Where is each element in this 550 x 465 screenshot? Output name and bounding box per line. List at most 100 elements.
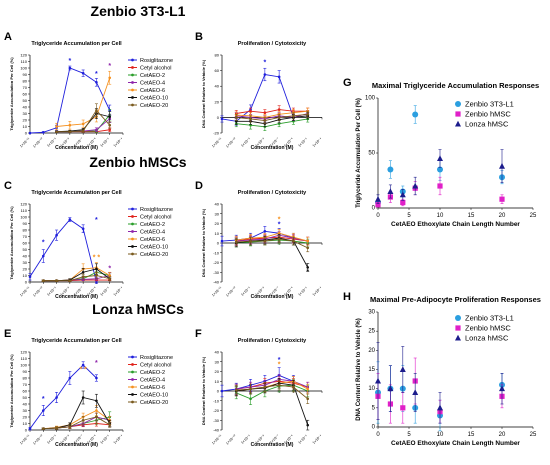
significance-marker: * (263, 59, 266, 66)
legend-label: Lonza hMSC (465, 120, 509, 129)
chart-d: Proliferation / Cytotoxicity -40 -30 -20 -10… (201, 190, 323, 300)
data-point (292, 385, 295, 389)
x-tick-label: 25 (530, 213, 537, 219)
y-tick-label: 70 (23, 85, 28, 90)
x-tick-label: 1×10⁻¹⁰ (225, 285, 237, 297)
x-tick-label: 1×10⁻⁷ (269, 433, 280, 444)
x-axis-label: Concentration (M) (55, 294, 98, 300)
data-point (399, 191, 406, 198)
significance-marker: * (278, 362, 281, 369)
data-point (437, 155, 443, 161)
x-tick-label: 1×10⁻¹¹ (19, 285, 31, 297)
section-title-3t3l1: Zenbio 3T3-L1 (91, 3, 186, 19)
data-point (499, 385, 505, 392)
y-tick-label: 50 (23, 247, 28, 252)
significance-marker: * (68, 58, 71, 65)
data-point (41, 409, 45, 412)
chart-title: Maximal Triglyceride Accumulation Respon… (372, 81, 539, 90)
legend-marker (131, 370, 134, 374)
legend-marker (131, 393, 134, 396)
data-point (292, 114, 295, 118)
data-point (108, 423, 112, 427)
legend-marker (131, 222, 134, 226)
chart-title: Maximal Pre-Adipocyte Proliferation Resp… (370, 295, 541, 304)
y-tick-label: 25 (368, 329, 375, 335)
series-rosiglitazone (28, 217, 98, 284)
significance-marker: * (42, 239, 45, 246)
data-point (41, 131, 45, 134)
legend-label: CetAEO-6 (140, 385, 165, 391)
y-axis-label: Triglyceride Accumulation Per Cell (%) (9, 57, 14, 131)
series-line (236, 384, 308, 400)
legend-marker (455, 334, 461, 341)
x-tick-label: 1×10⁻⁴ (312, 137, 323, 148)
y-tick-label: 20 (215, 221, 220, 226)
data-point (249, 387, 252, 391)
y-tick-label: 60 (23, 389, 28, 394)
y-tick-label: 70 (23, 234, 28, 239)
x-tick-label: 1×10⁻⁶ (86, 286, 97, 297)
data-point (263, 239, 267, 243)
data-point (68, 130, 72, 133)
x-axis-label: Concentration (M) (55, 145, 98, 151)
data-point (108, 115, 112, 119)
chart-title: Proliferation / Cytotoxicity (238, 41, 307, 47)
series-zenbio-hmsc (375, 176, 505, 208)
data-point (41, 254, 45, 258)
x-axis-label: CetAEO Ethoxylate Chain Length Number (391, 440, 520, 447)
data-point (437, 183, 443, 189)
data-point (277, 116, 281, 119)
data-point (95, 415, 98, 419)
data-point (68, 218, 72, 221)
chart-f: Proliferation / Cytotoxicity -40 -30 -20 -10… (201, 338, 323, 448)
chart-title: Triglyceride Accumulation per Cell (31, 338, 122, 344)
series-line (43, 275, 110, 282)
chart-title: Triglyceride Accumulation per Cell (31, 41, 122, 47)
legend-label: CetAEO-4 (140, 81, 165, 87)
series-line (236, 238, 308, 249)
x-tick-label: 15 (468, 432, 475, 438)
legend-label: CetAEO-10 (140, 96, 168, 102)
x-tick-label: 1×10⁻⁴ (113, 137, 124, 148)
series-line (221, 73, 294, 122)
y-axis-label: Triglyceride Accumulation Per Cell (%) (356, 98, 362, 208)
series-cetaeo-20 (41, 271, 112, 283)
data-point (387, 385, 394, 392)
data-point (412, 182, 419, 189)
x-tick-label: 1×10⁻⁸ (60, 434, 71, 445)
y-tick-label: 0 (25, 280, 28, 285)
data-point (249, 109, 252, 113)
y-tick-label: 50 (368, 151, 375, 157)
y-tick-label: 40 (215, 202, 220, 207)
legend-label: CetAEO-2 (140, 73, 165, 79)
data-point (81, 129, 85, 133)
data-point (55, 396, 58, 399)
y-tick-label: 110 (21, 356, 28, 361)
x-tick-label: 15 (468, 213, 475, 219)
data-point (375, 202, 381, 208)
legend-marker (131, 73, 134, 77)
y-tick-label: -10 (213, 250, 220, 255)
x-tick-label: 1×10⁻¹¹ (211, 285, 223, 297)
data-point (499, 162, 505, 169)
data-point (277, 383, 281, 387)
y-tick-label: 40 (23, 105, 28, 110)
legend-label: Zenbio hMSC (465, 324, 511, 333)
x-tick-label: 1×10⁻⁷ (269, 136, 280, 147)
y-tick-label: 0 (25, 131, 28, 136)
data-point (306, 387, 310, 391)
data-point (95, 81, 98, 84)
data-point (108, 76, 112, 80)
y-tick-label: 120 (20, 350, 27, 355)
legend-marker (131, 66, 134, 69)
legend-marker (131, 237, 134, 241)
legend-marker (131, 88, 134, 92)
x-tick-label: 1×10⁻⁵ (99, 137, 110, 148)
panel-letter-b: B (195, 31, 203, 43)
data-point (55, 130, 58, 133)
legend-label: CetAEO-4 (140, 378, 165, 384)
y-tick-label: 20 (215, 369, 220, 374)
y-tick-label: 0 (217, 389, 220, 394)
data-point (263, 119, 267, 122)
